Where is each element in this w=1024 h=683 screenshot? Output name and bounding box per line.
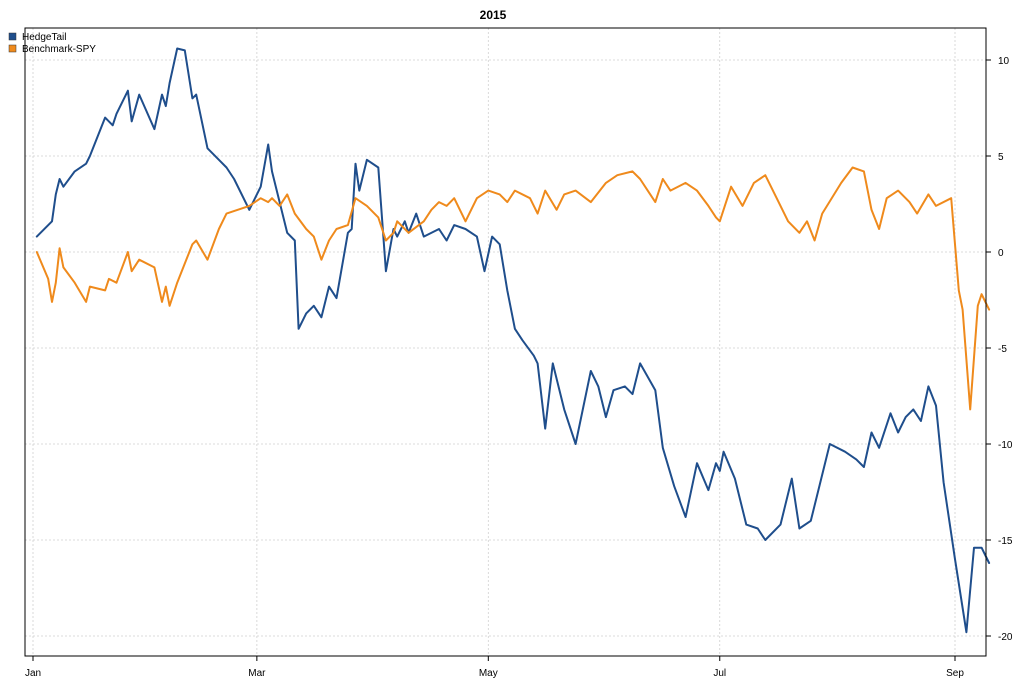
legend-swatch-benchmark-spy [8,44,17,53]
plot-frame [24,27,987,657]
y-tick-label: -5 [998,344,1007,355]
x-tick-label: Mar [248,668,266,679]
y-tick-label: 0 [998,248,1004,259]
series-line-hedgetail [35,47,991,634]
x-tick-label: Sep [946,668,964,679]
chart-title: 2015 [480,8,507,22]
x-axis: Jan Mar May Jul Sep [25,656,964,679]
y-tick-label: -15 [998,536,1013,547]
y-tick-label: -10 [998,440,1013,451]
grid [25,28,986,656]
y-tick-label: -20 [998,632,1013,643]
x-tick-label: May [479,668,498,679]
legend-label-hedgetail: HedgeTail [22,32,66,43]
legend-label-benchmark-spy: Benchmark-SPY [22,44,96,55]
x-tick-label: Jul [713,668,726,679]
x-tick-label: Jan [25,668,41,679]
series-lines [35,47,991,634]
y-tick-label: 5 [998,152,1004,163]
series-line-benchmark-spy [35,166,991,411]
legend-swatch-hedgetail [8,32,17,41]
y-axis: 10 5 0 -5 -10 -15 -20 [986,56,1013,643]
y-tick-label: 10 [998,56,1010,67]
